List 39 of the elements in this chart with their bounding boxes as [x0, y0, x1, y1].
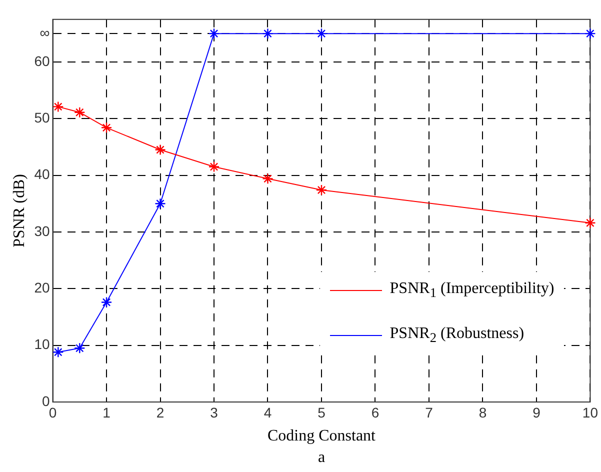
x-tick-label: 10 [582, 404, 598, 420]
y-tick-label: 60 [34, 52, 50, 69]
text: a [318, 449, 326, 466]
x-tick-label: 8 [478, 404, 487, 420]
point [100, 122, 112, 134]
point [262, 28, 274, 40]
point [208, 161, 220, 172]
y-tick-label: 40 [34, 166, 50, 182]
legend-label: PSNR$_{2}$ (Robustness) [390, 324, 524, 346]
x-tick-label: 7 [425, 404, 434, 420]
point [100, 296, 112, 308]
point [154, 144, 166, 156]
point [208, 28, 220, 40]
point [74, 342, 86, 354]
x-tick-label: 5 [318, 404, 326, 420]
point [316, 28, 328, 40]
x-tick-label: 2 [156, 404, 164, 420]
y-tick-label: 30 [34, 222, 50, 239]
y-tick-label: 10 [34, 336, 50, 352]
y-axis-title: PSNR (dB) [10, 174, 28, 248]
point [316, 184, 328, 196]
point [262, 173, 274, 184]
point [74, 106, 86, 118]
y-tick-label: ∞ [40, 24, 50, 40]
x-axis-title: Coding Constant [267, 428, 376, 445]
y-tick-label: 0 [42, 392, 50, 409]
legend-label: PSNR$_{1}$ (Imperceptibility) [390, 280, 554, 301]
x-tick-label: 1 [102, 404, 111, 420]
y-tick-label: 20 [34, 279, 50, 296]
point [52, 346, 64, 358]
x-tick-label: 6 [371, 404, 380, 420]
point [584, 217, 596, 228]
y-tick-label: 50 [34, 109, 50, 126]
x-tick-label: 9 [532, 404, 541, 420]
point [154, 198, 166, 210]
point [52, 101, 64, 112]
x-tick-label: 3 [210, 404, 218, 420]
x-tick-label: 4 [264, 404, 272, 420]
point [584, 28, 596, 40]
